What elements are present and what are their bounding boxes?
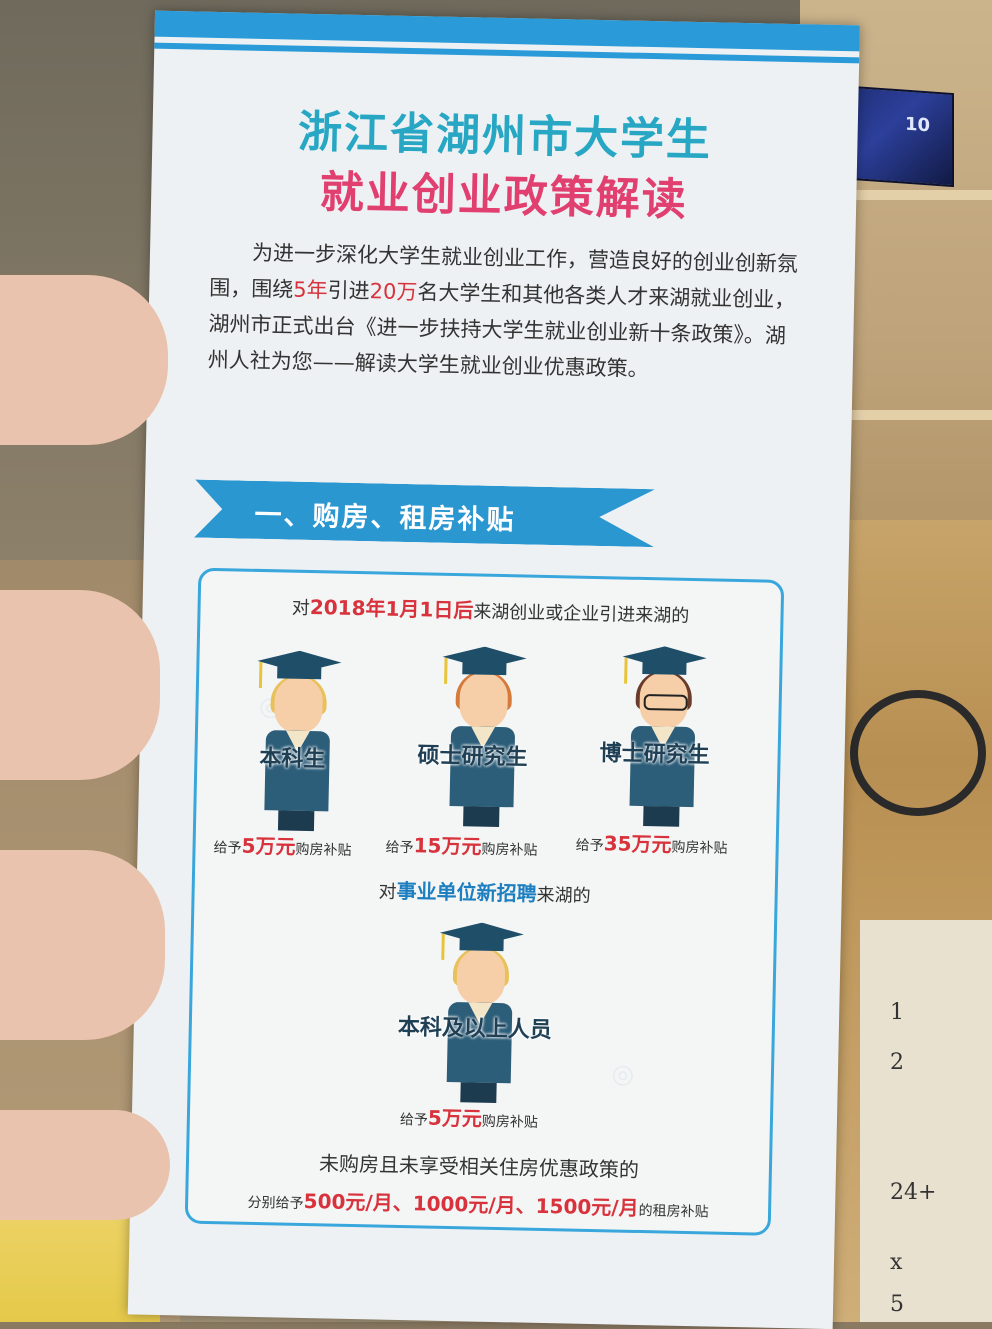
rent-amount: 1500元/月 — [535, 1193, 639, 1221]
finger — [0, 850, 165, 1040]
panel-line-3: 未购房且未享受相关住房优惠政策的 — [318, 1151, 640, 1183]
shelf-edge — [800, 190, 992, 200]
intro-highlight: 5年 — [293, 277, 328, 303]
flyer-title-line2: 就业创业政策解读 — [319, 167, 689, 226]
give-text: 购房补贴 — [671, 839, 728, 857]
panel-text: 对 — [378, 881, 397, 903]
amount: 35万元 — [603, 831, 672, 857]
shelf-edge — [800, 410, 992, 420]
panel-text: 来湖创业或企业引进来湖的 — [473, 601, 690, 627]
rent-text: 分别给予 — [247, 1194, 304, 1212]
rent-amount: 1000元/月 — [412, 1191, 516, 1218]
background-note: 1 2 24+ x 5 — [860, 920, 992, 1322]
section-title: 一、购房、租房补贴 — [254, 499, 516, 537]
note-mark: 1 — [890, 1000, 904, 1025]
graduate-label: 博士研究生 — [599, 741, 710, 769]
subsidy-amount: 给予5万元购房补贴 — [213, 829, 351, 861]
panel-line-2: 对事业单位新招聘来湖的 — [194, 871, 774, 912]
amount: 15万元 — [413, 833, 482, 859]
note-mark: 2 — [890, 1050, 904, 1075]
graduate-label: 硕士研究生 — [417, 743, 528, 771]
finger — [0, 590, 160, 780]
section-banner: 一、购房、租房补贴 — [194, 480, 655, 548]
rent-separator: 、 — [392, 1190, 413, 1216]
graduate-label: 本科生 — [259, 745, 326, 773]
note-mark: 5 — [890, 1292, 904, 1317]
panel-highlight: 事业单位新招聘 — [396, 878, 537, 906]
give-text: 购房补贴 — [481, 841, 538, 859]
graduate-label: 本科及以上人员 — [397, 1014, 553, 1044]
intro-text: 引进 — [327, 278, 370, 304]
rent-separator: 、 — [515, 1193, 536, 1218]
policy-flyer: 浙江省湖州市大学生 就业创业政策解读 为进一步深化大学生就业创业工作，营造良好的… — [127, 10, 860, 1329]
finger — [0, 275, 168, 445]
give-text: 给予 — [385, 839, 414, 857]
subsidy-amount: 给予15万元购房补贴 — [385, 829, 537, 861]
rent-amount: 500元/月 — [303, 1188, 393, 1215]
intro-paragraph: 为进一步深化大学生就业创业工作，营造良好的创业创新氛围，围绕5年引进20万名大学… — [207, 234, 800, 390]
rent-subsidy-line: 分别给予500元/月、1000元/月、1500元/月的租房补贴 — [188, 1183, 768, 1224]
panel-text: 来湖的 — [536, 884, 591, 907]
note-mark: 24+ — [890, 1180, 937, 1205]
give-text: 给予 — [213, 840, 242, 857]
give-text: 给予 — [575, 837, 604, 855]
give-text: 给予 — [399, 1111, 429, 1129]
panel-line-1: 对2018年1月1日后来湖创业或企业引进来湖的 — [200, 589, 780, 630]
give-text: 购房补贴 — [295, 841, 352, 859]
glasses-icon — [643, 694, 688, 711]
rent-text: 的租房补贴 — [638, 1203, 709, 1221]
amount: 5万元 — [241, 833, 296, 859]
subsidy-amount: 给予35万元购房补贴 — [575, 827, 728, 859]
note-mark: x — [890, 1250, 903, 1275]
watermark: ◎ — [605, 1056, 640, 1094]
panel-text: 对 — [291, 597, 311, 619]
background-glasses — [850, 690, 986, 816]
laptop-screen-text: 10 — [904, 113, 930, 137]
panel-date: 2018年1月1日后 — [309, 594, 474, 623]
intro-highlight: 20万 — [369, 279, 418, 305]
subsidy-panel: ◎ ◎ ◎ 对2018年1月1日后来湖创业或企业引进来湖的 本科生 给予5万元购… — [184, 567, 785, 1236]
finger — [0, 1110, 170, 1220]
subsidy-amount: 给予5万元购房补贴 — [400, 1101, 538, 1133]
give-text: 购房补贴 — [481, 1113, 538, 1131]
amount: 5万元 — [427, 1105, 483, 1131]
graduate-illustration — [421, 645, 545, 828]
